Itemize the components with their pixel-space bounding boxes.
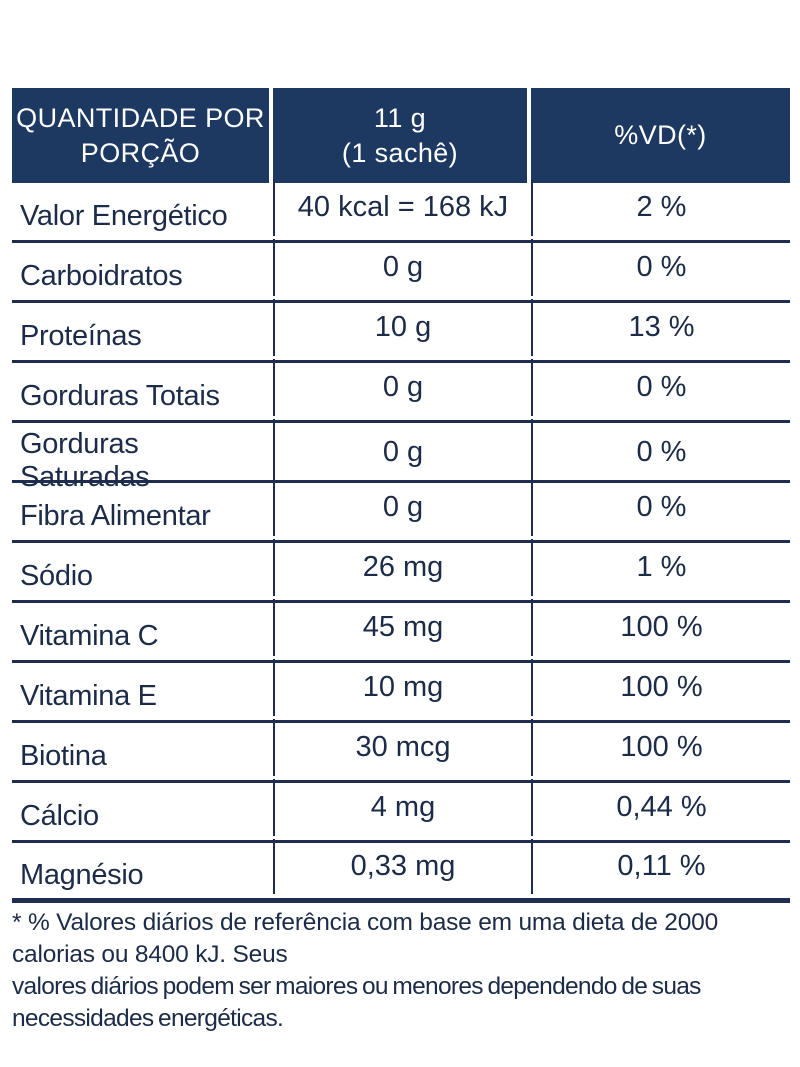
nutrient-name: Fibra Alimentar: [20, 500, 211, 532]
header-quantity-per-serving: QUANTIDADE POR PORÇÃO: [12, 88, 273, 183]
table-row-biotina: Biotina 30 mcg 100 %: [12, 719, 790, 783]
nutrient-daily-value: 0,44 %: [531, 779, 790, 836]
table-row-gorduras-totais: Gorduras Totais 0 g 0 %: [12, 359, 790, 423]
nutrient-daily-value: 100 %: [531, 719, 790, 776]
table-header-row: QUANTIDADE POR PORÇÃO 11 g (1 sachê) %VD…: [12, 88, 790, 183]
nutrient-name: Proteínas: [20, 320, 142, 352]
nutrient-name: Gorduras Totais: [20, 380, 220, 412]
nutrition-table: QUANTIDADE POR PORÇÃO 11 g (1 sachê) %VD…: [12, 88, 790, 903]
table-row-vitamina-e: Vitamina E 10 mg 100 %: [12, 659, 790, 723]
header-serving-line2: (1 sachê): [341, 137, 459, 168]
nutrient-daily-value: 100 %: [531, 599, 790, 656]
nutrient-name: Sódio: [20, 560, 93, 592]
nutrient-amount: 26 mg: [273, 539, 531, 596]
nutrient-name: Biotina: [20, 740, 107, 772]
table-row-sodio: Sódio 26 mg 1 %: [12, 539, 790, 603]
table-row-gorduras-saturadas: Gorduras Saturadas 0 g 0 %: [12, 419, 790, 493]
header-daily-value-text: %VD(*): [614, 120, 707, 151]
table-row-valor-energetico: Valor Energético 40 kcal = 168 kJ 2 %: [12, 179, 790, 243]
nutrient-name: Carboidratos: [20, 260, 183, 292]
nutrient-daily-value: 0 %: [531, 479, 790, 536]
nutrient-daily-value: 0 %: [531, 239, 790, 296]
header-quantity-line1: QUANTIDADE POR: [16, 102, 265, 133]
nutrient-name: Cálcio: [20, 800, 99, 832]
nutrient-daily-value: 0 %: [531, 359, 790, 416]
nutrient-amount: 4 mg: [273, 779, 531, 836]
nutrient-daily-value: 13 %: [531, 299, 790, 356]
nutrient-name: Magnésio: [20, 859, 144, 891]
header-quantity-line2: PORÇÃO: [80, 137, 201, 168]
nutrient-amount: 0 g: [273, 239, 531, 296]
footnote-line1: * % Valores diários de referência com ba…: [12, 909, 719, 968]
nutrient-amount: 0,33 mg: [273, 839, 531, 894]
table-row-calcio: Cálcio 4 mg 0,44 %: [12, 779, 790, 843]
nutrient-amount: 40 kcal = 168 kJ: [273, 179, 531, 236]
nutrient-amount: 0 g: [273, 479, 531, 536]
table-row-magnesio: Magnésio 0,33 mg 0,11 %: [12, 839, 790, 903]
table-row-fibra-alimentar: Fibra Alimentar 0 g 0 %: [12, 479, 790, 543]
nutrient-amount: 0 g: [273, 419, 531, 485]
nutrient-name: Gorduras Saturadas: [20, 428, 150, 493]
table-row-carboidratos: Carboidratos 0 g 0 %: [12, 239, 790, 303]
nutrient-daily-value: 100 %: [531, 659, 790, 716]
daily-values-footnote: * % Valores diários de referência com ba…: [12, 907, 794, 1034]
nutrient-amount: 45 mg: [273, 599, 531, 656]
header-serving-size: 11 g (1 sachê): [273, 88, 531, 183]
nutrient-amount: 10 mg: [273, 659, 531, 716]
nutrient-daily-value: 1 %: [531, 539, 790, 596]
footnote-line2: valores diários podem ser maiores ou men…: [12, 972, 701, 1032]
nutrient-name: Valor Energético: [20, 200, 228, 232]
header-daily-value: %VD(*): [531, 88, 790, 183]
nutrient-amount: 30 mcg: [273, 719, 531, 776]
nutrient-name: Vitamina C: [20, 620, 159, 652]
table-row-vitamina-c: Vitamina C 45 mg 100 %: [12, 599, 790, 663]
nutrient-amount: 0 g: [273, 359, 531, 416]
header-serving-line1: 11 g: [373, 102, 427, 133]
table-row-proteinas: Proteínas 10 g 13 %: [12, 299, 790, 363]
nutrient-amount: 10 g: [273, 299, 531, 356]
nutrient-daily-value: 0 %: [531, 419, 790, 485]
nutrient-name: Vitamina E: [20, 680, 157, 712]
nutrient-daily-value: 2 %: [531, 179, 790, 236]
nutrient-daily-value: 0,11 %: [531, 839, 790, 894]
